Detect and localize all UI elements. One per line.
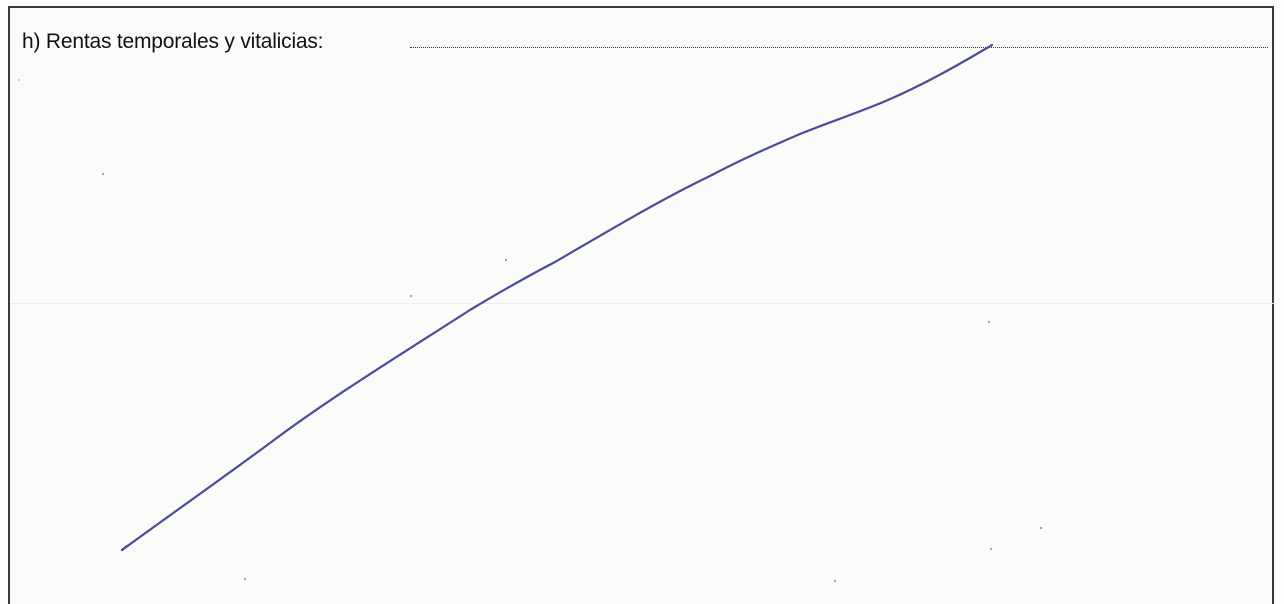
diagonal-cancel-stroke bbox=[120, 43, 994, 552]
scan-speck bbox=[990, 548, 992, 550]
scan-speck bbox=[505, 259, 507, 261]
scan-speck bbox=[102, 173, 104, 175]
section-label: h) Rentas temporales y vitalicias: bbox=[22, 30, 324, 53]
scan-speck bbox=[988, 321, 990, 323]
dotted-fill-line[interactable] bbox=[410, 47, 1268, 48]
scan-speck bbox=[410, 295, 412, 297]
scan-speck bbox=[18, 79, 20, 81]
scan-speck bbox=[244, 578, 246, 580]
form-field-row: h) Rentas temporales y vitalicias: bbox=[22, 30, 1274, 56]
scan-speck bbox=[1040, 527, 1042, 529]
scan-fold-line bbox=[10, 303, 1274, 304]
scan-speck bbox=[834, 580, 836, 582]
stroke-start-tail bbox=[120, 544, 129, 552]
form-section-box bbox=[8, 6, 1274, 604]
